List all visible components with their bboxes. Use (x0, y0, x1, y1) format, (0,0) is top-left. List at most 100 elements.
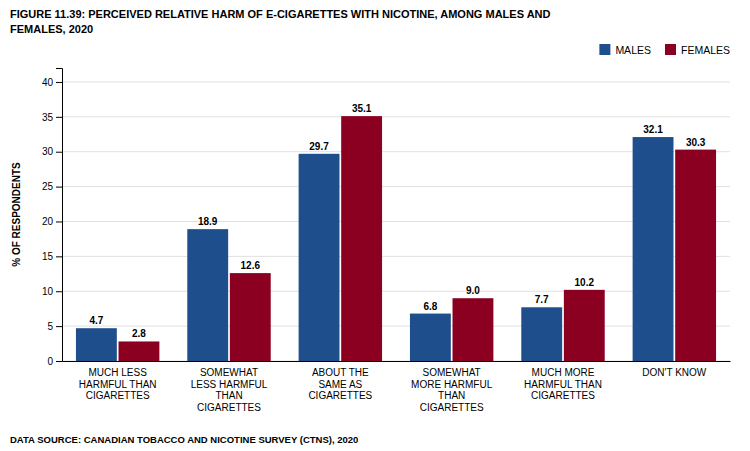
bar (230, 273, 271, 361)
x-tick-label-line: CIGARETTES (197, 402, 261, 413)
bar (521, 307, 562, 361)
bar-series (119, 116, 717, 361)
y-tick: 5 (47, 321, 62, 332)
data-label: 18.9 (198, 216, 218, 227)
chart: FIGURE 11.39: PERCEIVED RELATIVE HARM OF… (0, 0, 750, 451)
y-tick: 35 (42, 112, 62, 123)
title-line: FEMALES, 2020 (10, 23, 93, 35)
x-tick-label: SOMEWHATMORE HARMFULTHANCIGARETTES (411, 367, 493, 413)
legend-item: MALES (599, 44, 651, 56)
bar (564, 290, 605, 361)
data-label: 32.1 (643, 124, 663, 135)
y-tick-label: 35 (42, 112, 54, 123)
y-tick: 40 (42, 77, 62, 88)
x-tick-label: ABOUT THESAME ASCIGARETTES (308, 367, 372, 401)
x-tick: DON'T KNOW (642, 367, 707, 378)
data-label: 9.0 (466, 285, 480, 296)
annotation: DATA SOURCE: CANADIAN TOBACCO AND NICOTI… (10, 434, 358, 445)
plot: 4.7 18.9 29.7 6.8 7.7 32.1 2.8 12.6 35.1 9.0 10.2 3… (11, 69, 731, 413)
data-label: 4.7 (89, 315, 103, 326)
y-tick: 10 (42, 286, 62, 297)
x-tick-label-line: THAN (438, 390, 465, 401)
legend-label: MALES (615, 44, 651, 56)
y-tick-mark (56, 187, 62, 188)
y-tick-mark (56, 291, 62, 292)
grid-line (62, 291, 730, 292)
bar (675, 150, 716, 361)
legend-swatch (665, 44, 676, 55)
legend-swatch (599, 44, 610, 55)
data-label: 30.3 (686, 137, 706, 148)
y-tick-label: 25 (42, 181, 54, 192)
x-tick-label-line: CIGARETTES (308, 390, 372, 401)
bar (299, 154, 340, 361)
x-tick-label-line: HARMFUL THAN (524, 379, 602, 390)
legend-label: FEMALES (681, 44, 730, 56)
y-tick: 30 (42, 146, 62, 157)
bar (633, 137, 674, 361)
y-tick-label: 10 (42, 286, 54, 297)
x-tick-label-line: SAME AS (318, 379, 362, 390)
bar (119, 341, 160, 361)
y-tick-mark (56, 361, 62, 362)
y-tick: 15 (42, 251, 62, 262)
grid-line (62, 151, 730, 152)
title-line: FIGURE 11.39: PERCEIVED RELATIVE HARM OF… (10, 8, 551, 20)
y-tick-label: 5 (47, 321, 53, 332)
x-tick: MUCH MOREHARMFUL THANCIGARETTES (524, 367, 602, 401)
y-tick-mark (56, 221, 62, 222)
data-label: 2.8 (132, 328, 146, 339)
y-axis: 0 5 10 15 20 25 30 35 40 (42, 69, 63, 367)
x-tick-label-line: CIGARETTES (420, 402, 484, 413)
bar (341, 116, 382, 361)
y-tick-label: 30 (42, 146, 54, 157)
y-tick-label: 20 (42, 216, 54, 227)
legend-item: FEMALES (665, 44, 730, 56)
data-label: 12.6 (241, 260, 261, 271)
legend: MALES FEMALES (599, 44, 730, 56)
y-tick: 25 (42, 181, 62, 192)
title: FIGURE 11.39: PERCEIVED RELATIVE HARM OF… (10, 8, 551, 35)
x-tick-label-line: LESS HARMFUL (191, 379, 268, 390)
y-tick-mark (56, 152, 62, 153)
x-tick-label-line: DON'T KNOW (642, 367, 707, 378)
bar (410, 314, 451, 361)
data-label: 35.1 (352, 103, 372, 114)
grid-line (62, 256, 730, 257)
grid (62, 82, 730, 361)
data-label: 7.7 (535, 294, 549, 305)
y-tick-mark (56, 256, 62, 257)
data-label: 6.8 (423, 301, 437, 312)
grid-line (62, 116, 730, 117)
y-tick: 20 (42, 216, 62, 227)
x-tick-label-line: THAN (215, 390, 242, 401)
data-label: 10.2 (575, 277, 595, 288)
x-tick-label-line: CIGARETTES (86, 390, 150, 401)
y-axis-line (56, 69, 63, 362)
grid-line (62, 361, 730, 362)
x-axis: MUCH LESSHARMFUL THANCIGARETTESSOMEWHATL… (63, 362, 731, 413)
x-tick: MUCH LESSHARMFUL THANCIGARETTES (79, 367, 157, 401)
grid-line (62, 81, 730, 82)
x-tick-label: SOMEWHATLESS HARMFULTHANCIGARETTES (191, 367, 268, 413)
grid-line (62, 186, 730, 187)
y-axis-title: % OF RESPONDENTS (11, 162, 22, 267)
x-tick: SOMEWHATLESS HARMFULTHANCIGARETTES (191, 367, 268, 413)
grid-line (62, 326, 730, 327)
x-tick-label-line: SOMEWHAT (423, 367, 481, 378)
y-tick-mark (56, 326, 62, 327)
bar (187, 229, 228, 361)
x-tick-label-line: MUCH MORE (532, 367, 595, 378)
x-tick-label-line: HARMFUL THAN (79, 379, 157, 390)
y-tick-label: 15 (42, 251, 54, 262)
x-tick-label-line: MUCH LESS (88, 367, 147, 378)
bar (453, 298, 494, 361)
x-tick-label-line: ABOUT THE (312, 367, 369, 378)
x-tick: ABOUT THESAME ASCIGARETTES (308, 367, 372, 401)
x-tick-label-line: CIGARETTES (531, 390, 595, 401)
y-tick-label: 0 (47, 356, 53, 367)
y-tick-mark (56, 82, 62, 83)
bar (76, 328, 117, 361)
y-tick: 0 (47, 356, 62, 367)
data-label: 29.7 (309, 141, 329, 152)
